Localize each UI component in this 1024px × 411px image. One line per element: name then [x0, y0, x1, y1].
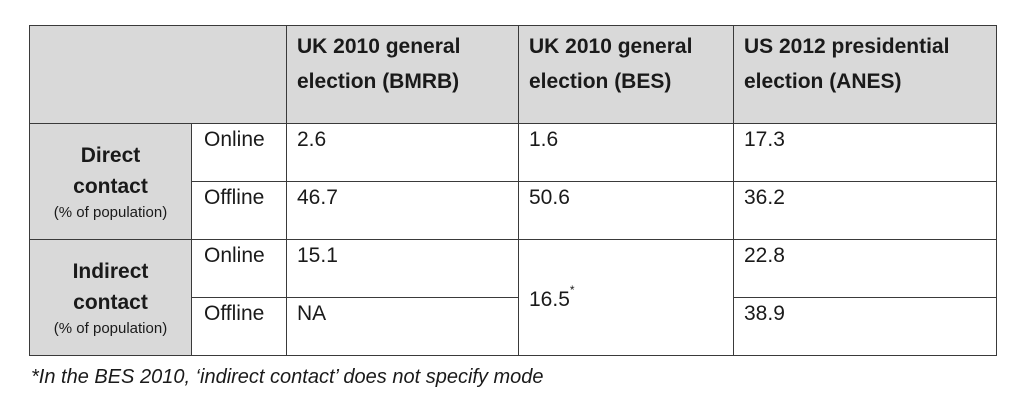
table-cell: 36.2	[733, 181, 997, 240]
table-cell: NA	[286, 297, 519, 356]
mode-label: Online	[191, 239, 287, 298]
column-header-bes: UK 2010 general election (BES)	[518, 25, 734, 124]
table-cell: 1.6	[518, 123, 734, 182]
table-row: Offline NA 38.9	[30, 297, 997, 356]
column-header-line: US 2012 presidential	[744, 35, 950, 58]
table-cell: 46.7	[286, 181, 519, 240]
group-label: contact	[73, 290, 148, 314]
column-header-line: election (ANES)	[744, 70, 902, 93]
table-row: Indirect contact (% of population) Onlin…	[29, 239, 997, 356]
row-group-indirect-contact: Indirect contact (% of population)	[29, 239, 192, 356]
column-header-bmrb: UK 2010 general election (BMRB)	[286, 25, 519, 124]
group-label: Direct	[80, 143, 141, 167]
table-cell: 2.6	[286, 123, 519, 182]
table-row: Offline 46.7 50.6 36.2	[30, 181, 997, 240]
group-sublabel: (% of population)	[53, 203, 168, 221]
header-row: UK 2010 general election (BMRB) UK 2010 g…	[29, 25, 997, 124]
row-group-direct-contact: Direct contact (% of population)	[29, 123, 192, 240]
table-cell: 38.9	[733, 297, 997, 356]
column-header-line: UK 2010 general	[529, 35, 693, 58]
column-header-line: UK 2010 general	[297, 35, 461, 58]
footnote: *In the BES 2010, ‘indirect contact’ doe…	[31, 366, 544, 388]
table-cell: 22.8	[733, 239, 997, 298]
mode-label: Online	[191, 123, 287, 182]
group-label: Indirect	[72, 259, 149, 283]
group-sublabel: (% of population)	[53, 319, 168, 337]
table-cell: 15.1	[286, 239, 519, 298]
group-label: contact	[73, 174, 148, 198]
contact-table: UK 2010 general election (BMRB) UK 2010 g…	[29, 25, 997, 356]
table-cell: 50.6	[518, 181, 734, 240]
column-header-line: election (BES)	[529, 70, 672, 93]
mode-label: Offline	[191, 181, 287, 240]
merged-value: 16.5	[529, 288, 570, 311]
table-cell: 17.3	[733, 123, 997, 182]
column-header-line: election (BMRB)	[297, 70, 460, 93]
merged-cell-bes-indirect: 16.5*	[518, 239, 734, 356]
column-header-anes: US 2012 presidential election (ANES)	[733, 25, 997, 124]
table-row: Direct contact (% of population) Online …	[29, 123, 997, 240]
corner-cell	[29, 25, 287, 124]
footnote-marker: *	[569, 283, 575, 297]
mode-label: Offline	[191, 297, 287, 356]
